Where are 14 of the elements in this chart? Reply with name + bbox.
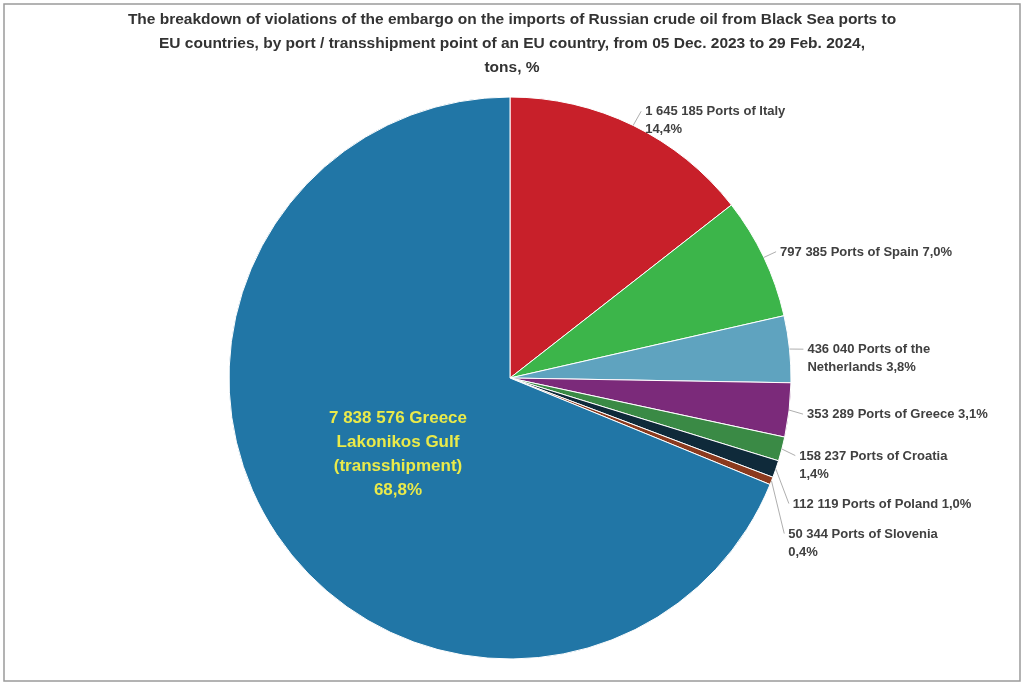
text: 1,4% xyxy=(799,465,830,481)
text: 0,4% xyxy=(788,543,819,559)
text: 14,4% xyxy=(645,121,683,137)
slice-label: 7 838 576 Greece Lakonikos Gulf (transshipment) xyxy=(328,408,468,476)
chart-title: The breakdown of violations of the embargo on the imports of Russian crude oil from Black Sea ports to EU countries, by port / transshipment point of an EU country, from 05 Dec. 2023 to 29 Feb. 2024, tons, % xyxy=(127,10,897,75)
text: 112 119 Ports of Poland 1,0% xyxy=(792,495,972,511)
text: 353 289 Ports of Greece 3,1% xyxy=(807,406,988,422)
text: 68,8% xyxy=(373,480,423,500)
slice-label: 50 344 Ports of Slovenia xyxy=(788,525,939,541)
text: 436 040 Ports of the xyxy=(807,341,931,357)
slice-label: 1 645 185 Ports of Italy xyxy=(645,103,787,119)
slice-label: 158 237 Ports of Croatia xyxy=(799,447,949,463)
text: 797 385 Ports of Spain 7,0% xyxy=(780,243,953,259)
category-label: Netherlands 3,8% xyxy=(807,359,916,375)
